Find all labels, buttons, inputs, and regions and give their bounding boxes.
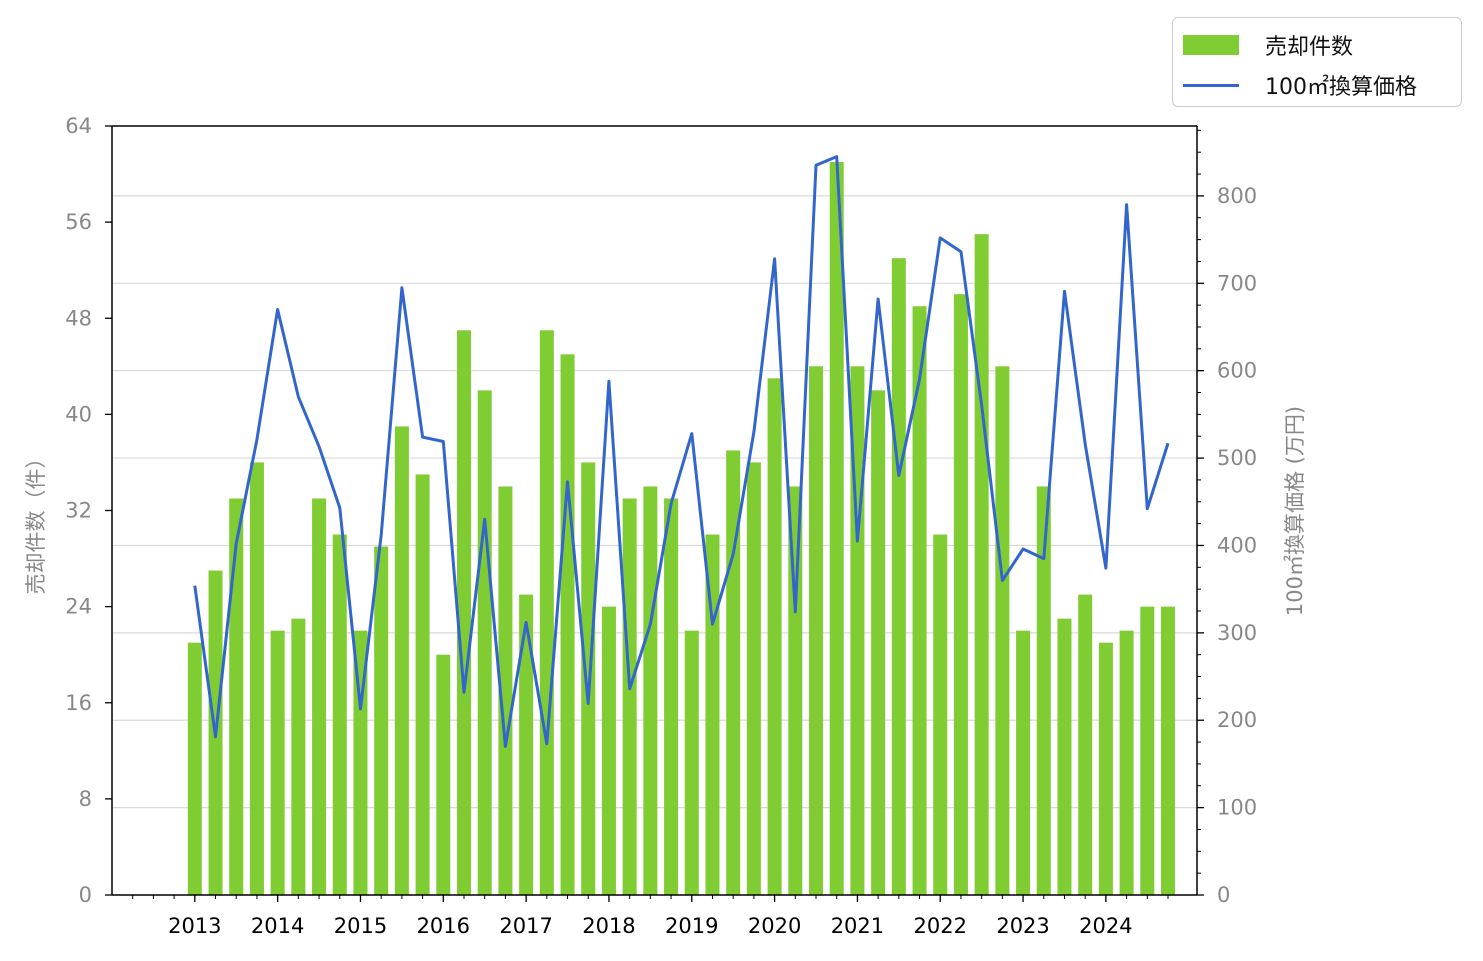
bar	[933, 534, 948, 895]
bar	[229, 498, 244, 895]
bar	[539, 330, 554, 895]
legend-line-swatch	[1183, 83, 1239, 87]
x-tick-label: 2024	[1079, 914, 1132, 938]
right-tick-label: 300	[1217, 621, 1257, 645]
bar	[270, 630, 285, 895]
bar	[394, 426, 409, 895]
x-tick-label: 2021	[831, 914, 884, 938]
right-tick-label: 800	[1217, 184, 1257, 208]
legend-label-bars: 売却件数	[1265, 35, 1354, 60]
bar	[995, 366, 1010, 895]
chart-legend: 売却件数 100㎡換算価格	[1172, 17, 1462, 107]
legend-label-line: 100㎡換算価格	[1265, 75, 1417, 100]
left-tick-label: 56	[65, 210, 92, 234]
bar	[332, 534, 347, 895]
bar	[1036, 486, 1051, 895]
left-tick-label: 16	[65, 691, 92, 715]
x-tick-label: 2023	[996, 914, 1049, 938]
bar	[974, 234, 989, 895]
bar	[560, 354, 575, 895]
bar	[643, 486, 658, 895]
bar	[622, 498, 637, 895]
bar	[871, 390, 886, 895]
bar	[1078, 594, 1093, 895]
right-tick-label: 600	[1217, 359, 1257, 383]
bar	[1057, 618, 1072, 895]
bar	[457, 330, 472, 895]
x-tick-label: 2019	[665, 914, 718, 938]
bar	[1098, 642, 1113, 895]
bar	[519, 594, 534, 895]
bar	[291, 618, 306, 895]
bar	[187, 642, 202, 895]
bar	[353, 630, 368, 895]
left-tick-label: 24	[65, 595, 92, 619]
right-tick-label: 100	[1217, 796, 1257, 820]
x-tick-label: 2020	[748, 914, 801, 938]
legend-item-bars: 売却件数	[1183, 30, 1353, 60]
right-tick-label: 200	[1217, 708, 1257, 732]
right-tick-label: 500	[1217, 446, 1257, 470]
bar	[249, 462, 264, 895]
left-tick-label: 0	[79, 883, 92, 907]
price-line	[193, 155, 1170, 748]
line-series	[193, 155, 1170, 748]
x-tick-label: 2022	[914, 914, 967, 938]
x-tick-label: 2015	[334, 914, 387, 938]
right-tick-label: 0	[1217, 883, 1230, 907]
x-tick-label: 2016	[417, 914, 470, 938]
bar	[312, 498, 327, 895]
legend-item-line: 100㎡換算価格	[1183, 70, 1417, 100]
bar	[664, 498, 679, 895]
bar	[809, 366, 824, 895]
bar	[415, 474, 430, 895]
bar	[891, 258, 906, 895]
bar-series	[187, 162, 1176, 895]
bar	[1016, 630, 1031, 895]
x-tick-label: 2017	[499, 914, 552, 938]
x-tick-label: 2014	[251, 914, 304, 938]
bar	[601, 606, 616, 895]
left-tick-label: 64	[65, 114, 92, 138]
bar	[436, 654, 451, 895]
x-tick-label: 2018	[582, 914, 635, 938]
bar	[953, 294, 968, 895]
bar	[767, 378, 782, 895]
right-tick-label: 700	[1217, 271, 1257, 295]
left-tick-label: 32	[65, 499, 92, 523]
left-tick-label: 8	[79, 787, 92, 811]
bar	[705, 534, 720, 895]
left-tick-label: 48	[65, 306, 92, 330]
axes	[105, 125, 1204, 902]
bar	[746, 462, 761, 895]
bar	[1140, 606, 1155, 895]
bar	[912, 306, 927, 895]
tick-labels: 0 8 16 24 32 40 48 56 64 0 100 200 300 400 500 600 700 80…	[65, 114, 1257, 938]
left-tick-label: 40	[65, 402, 92, 426]
bar	[498, 486, 513, 895]
y2-axis-label: 100㎡換算価格 (万円)	[1283, 406, 1307, 616]
legend-bar-swatch	[1183, 35, 1239, 55]
bar	[1161, 606, 1176, 895]
bar	[581, 462, 596, 895]
bar	[788, 486, 803, 895]
bar	[829, 162, 844, 895]
bar	[684, 630, 699, 895]
bar	[477, 390, 492, 895]
y-axis-label: 売却件数（件）	[24, 448, 48, 595]
right-tick-label: 400	[1217, 533, 1257, 557]
x-tick-label: 2013	[168, 914, 221, 938]
bar	[374, 546, 389, 895]
bar	[1119, 630, 1134, 895]
